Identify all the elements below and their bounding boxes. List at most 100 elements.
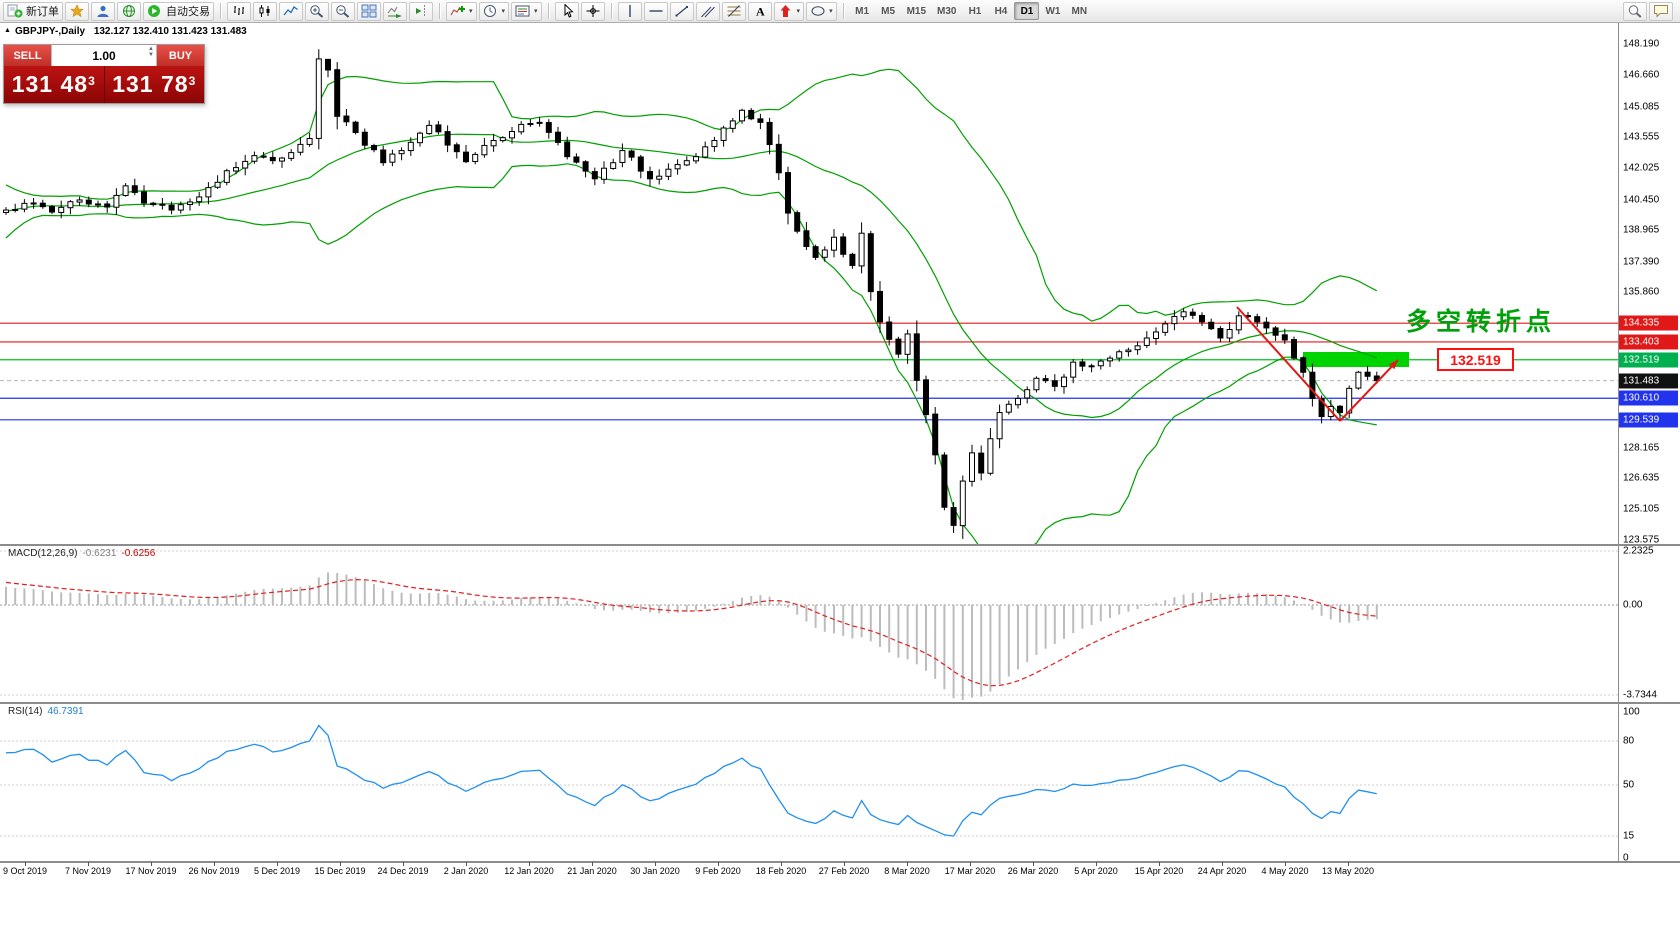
arrows-tool-button[interactable]: ▾ [773, 1, 805, 21]
timeframe-button-m5[interactable]: M5 [881, 5, 896, 17]
date-axis-label: 27 Feb 2020 [818, 866, 870, 876]
price-label-annotation[interactable]: 132.519 [1437, 348, 1514, 371]
text-tool-button[interactable]: A [747, 1, 772, 21]
ask-price-button[interactable]: 131 78 3 [105, 66, 205, 103]
rsi-axis-label: 15 [1623, 830, 1635, 842]
price-axis-tag: 129.539 [1619, 412, 1678, 428]
trendline-button[interactable] [669, 1, 694, 21]
market-button[interactable] [65, 1, 89, 21]
date-axis-label: 21 Jan 2020 [567, 866, 617, 876]
macd-axis-label: 0.00 [1623, 599, 1643, 611]
price-axis-label: 145.085 [1623, 101, 1660, 113]
horizontal-line-button[interactable] [643, 1, 668, 21]
profile-button[interactable] [91, 1, 115, 21]
date-axis-label: 9 Feb 2020 [695, 866, 741, 876]
dropdown-caret-icon: ▾ [829, 7, 833, 15]
date-axis-label: 2 Jan 2020 [443, 866, 489, 876]
new-order-button[interactable]: 新订单 [3, 1, 63, 21]
price-axis-label: 128.165 [1623, 442, 1660, 453]
trendline-icon [675, 6, 688, 17]
symbol-info: GBPJPY-,Daily 132.127 132.410 131.423 13… [15, 26, 253, 37]
volume-field[interactable]: 1.00 ▲ ▼ [51, 45, 157, 66]
timeframe-group: M1 M5 M15 M30 H1 H4 D1 W1 MN [850, 2, 1092, 20]
new-order-icon [7, 4, 23, 18]
main-chart-canvas[interactable] [0, 23, 1618, 544]
bid-price-button[interactable]: 131 48 3 [4, 66, 104, 103]
timeframe-button-m1[interactable]: M1 [855, 5, 870, 17]
search-button[interactable] [1623, 1, 1647, 21]
community-button[interactable] [117, 1, 141, 21]
vertical-line-button[interactable] [617, 1, 642, 21]
zoom-out-button[interactable] [331, 1, 355, 21]
timeframe-button-mn[interactable]: MN [1071, 5, 1088, 17]
zoom-in-icon [310, 5, 324, 18]
macd-signal-line [5, 578, 1377, 687]
bid-price-pips: 3 [88, 73, 96, 88]
chat-button[interactable] [1649, 1, 1673, 21]
profile-icon [97, 5, 109, 17]
timeframe-button-m30[interactable]: M30 [937, 5, 957, 17]
volume-value: 1.00 [92, 48, 116, 63]
toolbar-separator [220, 3, 221, 19]
symbol-period-label: GBPJPY-,Daily [15, 26, 86, 37]
macd-axis-label: -3.7344 [1623, 689, 1657, 701]
shapes-tool-button[interactable]: ▾ [806, 1, 837, 21]
zoom-in-button[interactable] [305, 1, 329, 21]
turning-point-annotation[interactable]: 多空转折点 [1406, 308, 1557, 336]
crosshair-button[interactable] [580, 1, 605, 21]
spinner-down-icon[interactable]: ▼ [148, 52, 154, 58]
date-axis-label: 5 Apr 2020 [1074, 866, 1118, 876]
channel-button[interactable] [695, 1, 720, 21]
ohlc-values: 132.127 132.410 131.423 131.483 [93, 26, 247, 37]
panel-separator[interactable] [0, 544, 1680, 546]
macd-signal-value: -0.6256 [121, 548, 156, 559]
periods-button[interactable]: ▾ [478, 1, 510, 21]
market-star-icon [70, 4, 84, 18]
chat-bubble-icon [1654, 5, 1668, 18]
trend-line [1236, 306, 1341, 422]
spinner-up-icon[interactable]: ▲ [148, 46, 154, 52]
chart-shift-button[interactable] [409, 1, 433, 21]
collapse-panel-icon[interactable]: ▲ [4, 27, 11, 34]
macd-canvas[interactable] [0, 546, 1618, 702]
bar-chart-button[interactable] [227, 1, 251, 21]
cursor-button[interactable] [554, 1, 579, 21]
templates-icon [515, 5, 530, 17]
timeframe-button-d1[interactable]: D1 [1014, 2, 1040, 20]
highlight-rectangle [1303, 352, 1409, 367]
volume-spinner[interactable]: ▲ ▼ [148, 46, 154, 58]
panel-separator[interactable] [0, 702, 1680, 704]
date-axis-label: 24 Apr 2020 [1197, 866, 1247, 876]
tile-windows-button[interactable] [357, 1, 381, 21]
templates-button[interactable]: ▾ [511, 1, 542, 21]
rsi-label: RSI(14) 46.7391 [8, 706, 84, 717]
price-axis-border [1618, 23, 1619, 862]
macd-title: MACD(12,26,9) [8, 548, 78, 559]
timeframe-button-m15[interactable]: M15 [906, 5, 927, 17]
rsi-axis-label: 50 [1623, 779, 1635, 791]
line-chart-button[interactable] [279, 1, 303, 21]
timeframe-button-h1[interactable]: H1 [968, 5, 982, 17]
autotrading-button[interactable]: 自动交易 [143, 1, 214, 21]
sell-button[interactable]: SELL [4, 45, 51, 66]
ask-price-pips: 3 [188, 73, 197, 88]
timeframe-button-h4[interactable]: H4 [994, 5, 1008, 17]
rsi-axis-label: 100 [1623, 706, 1640, 718]
dropdown-caret-icon: ▾ [469, 7, 473, 15]
fibonacci-button[interactable] [721, 1, 746, 21]
rsi-canvas[interactable] [0, 704, 1618, 861]
candlestick-chart-button[interactable] [253, 1, 277, 21]
auto-scroll-button[interactable] [383, 1, 407, 21]
ellipse-shape-icon [811, 6, 825, 16]
vertical-line-icon [628, 5, 631, 17]
indicators-button[interactable]: ▾ [446, 1, 477, 21]
buy-button[interactable]: BUY [157, 45, 204, 66]
horizontal-line-icon [649, 10, 663, 12]
date-axis-label: 7 Nov 2019 [64, 866, 112, 876]
fibonacci-icon [727, 5, 741, 17]
toolbar: 新订单 自动交易 ▾ ▾ [0, 0, 1680, 23]
date-axis-label: 4 May 2020 [1261, 866, 1309, 876]
timeframe-button-w1[interactable]: W1 [1045, 5, 1061, 17]
toolbar-separator [610, 3, 612, 19]
